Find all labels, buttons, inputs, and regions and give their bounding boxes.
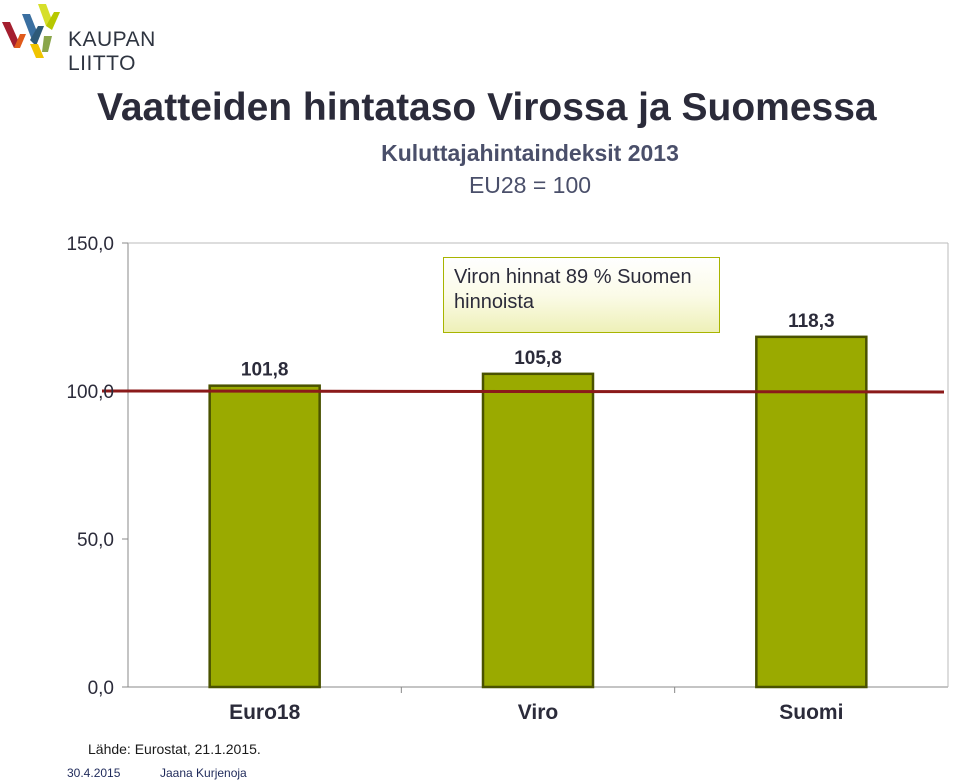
chart-labels: 0,0 50,0 100,0 150,0 101,8 Euro18 105,8 Viro 118… [66,234,843,724]
y-tick-label: 0,0 [88,678,114,699]
x-tick-label: Euro18 [229,701,301,724]
chart-bars [208,335,868,689]
chart-subtitle-index-base: EU28 = 100 [468,172,592,198]
bar [755,335,868,689]
bar [481,372,595,689]
y-tick-label: 100,0 [66,382,114,403]
bar [208,384,321,689]
y-tick-label: 50,0 [77,530,114,551]
chart-subtitle: Kuluttajahintaindeksit 2013 [381,140,679,166]
footer-author: Jaana Kurjenoja [160,766,247,780]
logo-mark-icon [2,4,60,58]
logo-text: KAUPAN LIITTO [68,28,156,75]
x-tick-label: Suomi [779,701,843,724]
x-tick-label: Viro [518,701,558,724]
source-note: Lähde: Eurostat, 21.1.2015. [88,741,261,757]
footer-date: 30.4.2015 [67,766,121,780]
logo: KAUPAN LIITTO [0,0,230,75]
bar-value-label: 105,8 [514,348,562,369]
bar-value-label: 118,3 [788,311,835,332]
y-tick-label: 150,0 [66,234,114,255]
chart-title: Vaatteiden hintataso Virossa ja Suomessa [97,86,877,129]
bar-value-label: 101,8 [241,360,289,381]
reference-line [101,389,945,394]
annotation-callout: Viron hinnat 89 % Suomen hinnoista [443,257,720,333]
reference-line-group [101,389,945,394]
